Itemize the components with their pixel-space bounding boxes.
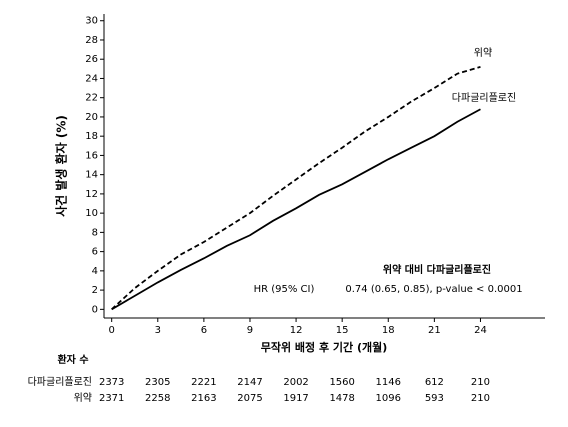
x-axis-label: 무작위 배정 후 기간 (개월) (261, 340, 388, 354)
y-tick-label: 2 (92, 285, 98, 296)
series-line (111, 66, 481, 311)
y-tick-label: 28 (85, 35, 98, 46)
risk-value: 2163 (191, 393, 216, 404)
risk-value: 2002 (283, 377, 308, 388)
series-label: 위약 (474, 46, 492, 59)
y-tick-label: 12 (85, 189, 98, 200)
risk-value: 1478 (329, 393, 354, 404)
y-tick-label: 22 (85, 93, 98, 104)
y-tick-label: 6 (92, 247, 98, 258)
risk-row-name: 위약 (74, 391, 92, 404)
series-line (111, 108, 481, 311)
risk-value: 2373 (99, 377, 124, 388)
y-tick-label: 14 (85, 170, 98, 181)
x-tick-label: 12 (290, 325, 303, 336)
y-tick-label: 20 (85, 112, 98, 123)
annotation-value: 0.74 (0.65, 0.85), p-value < 0.0001 (345, 284, 522, 295)
x-tick-label: 24 (474, 325, 487, 336)
risk-row-name: 다파글리플로진 (28, 376, 92, 388)
x-tick-label: 6 (201, 325, 207, 336)
risk-value: 2305 (145, 377, 170, 388)
risk-table-title: 환자 수 (57, 353, 88, 366)
x-tick-label: 0 (108, 325, 114, 336)
x-tick-label: 21 (428, 325, 441, 336)
y-tick-label: 30 (85, 16, 98, 27)
risk-value: 1917 (283, 393, 308, 404)
y-axis-label: 사건 발생 환자 (%) (54, 115, 69, 217)
risk-value: 210 (471, 393, 490, 404)
risk-value: 612 (425, 377, 444, 388)
risk-value: 593 (425, 393, 444, 404)
y-tick-label: 24 (85, 73, 98, 84)
y-tick-label: 0 (92, 304, 98, 315)
risk-value: 2221 (191, 377, 216, 388)
x-tick-label: 3 (155, 325, 161, 336)
risk-value: 1560 (329, 377, 354, 388)
annotation-title: 위약 대비 다파글리플로진 (383, 263, 491, 276)
risk-value: 2147 (237, 377, 262, 388)
x-tick-label: 18 (382, 325, 395, 336)
x-tick-label: 15 (336, 325, 349, 336)
risk-value: 1096 (376, 393, 401, 404)
y-tick-label: 8 (92, 227, 98, 238)
risk-value: 2258 (145, 393, 170, 404)
risk-value: 1146 (376, 377, 401, 388)
annotation-label: HR (95% CI) (254, 284, 315, 295)
y-tick-label: 10 (85, 208, 98, 219)
y-tick-label: 4 (92, 266, 98, 277)
risk-value: 2075 (237, 393, 262, 404)
y-tick-label: 26 (85, 54, 98, 65)
y-tick-label: 16 (85, 150, 98, 161)
y-tick-label: 18 (85, 131, 98, 142)
x-tick-label: 9 (247, 325, 253, 336)
series-label: 다파글리플로진 (452, 92, 516, 104)
risk-value: 210 (471, 377, 490, 388)
risk-value: 2371 (99, 393, 124, 404)
